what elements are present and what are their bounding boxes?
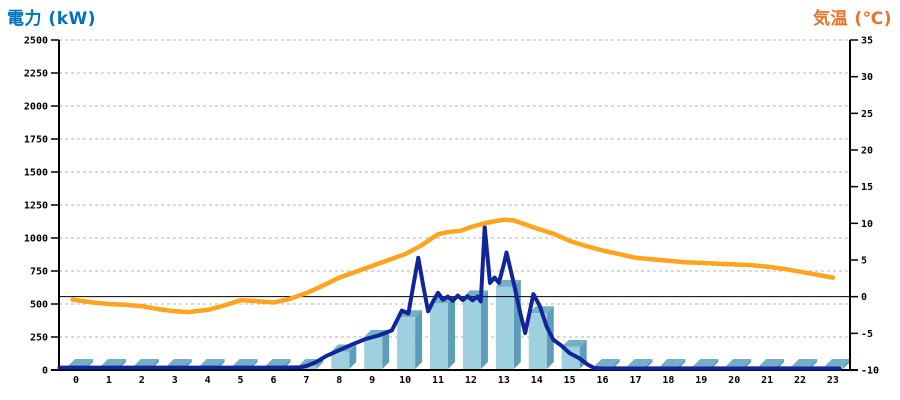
x-axis-tick-label: 11: [432, 375, 444, 386]
bar-face: [166, 359, 192, 367]
right-axis-tick-label: 20: [861, 146, 873, 157]
bar-face: [133, 359, 159, 367]
bar-face: [199, 359, 225, 367]
bar-face: [430, 303, 449, 369]
x-axis-tick-label: 4: [205, 375, 211, 386]
x-axis-tick-label: 17: [629, 375, 641, 386]
left-axis-tick-label: 500: [30, 300, 48, 311]
bar-face: [660, 359, 686, 367]
bar-face: [792, 359, 818, 367]
left-axis-tick-label: 750: [30, 267, 48, 278]
bar-face: [232, 359, 258, 367]
left-axis-tick-label: 2250: [24, 69, 48, 80]
x-axis-tick-label: 19: [695, 375, 707, 386]
x-axis-tick-label: 13: [498, 375, 510, 386]
bar-face: [528, 313, 547, 369]
x-axis-tick-label: 15: [564, 375, 576, 386]
bar-face: [693, 359, 719, 367]
axis-labels: 02505007501000125015001750200022502500-1…: [24, 36, 879, 387]
right-axis-tick-label: 25: [861, 109, 873, 120]
x-axis-tick-label: 14: [531, 375, 543, 386]
bar-face: [726, 359, 752, 367]
bar-face: [448, 296, 456, 369]
x-axis-tick-label: 20: [728, 375, 740, 386]
left-axis-tick-label: 1000: [24, 234, 48, 245]
bar-face: [824, 359, 850, 367]
gridlines: [59, 39, 850, 338]
power-line: [57, 225, 842, 371]
bar-hour-11: [430, 296, 456, 369]
bar-face: [382, 330, 390, 369]
bar-face: [397, 317, 416, 369]
x-axis-tick-label: 6: [270, 375, 276, 386]
bar-hour-12: [462, 290, 488, 369]
x-axis-tick-label: 16: [597, 375, 609, 386]
x-axis-tick-label: 21: [761, 375, 773, 386]
x-axis-tick-label: 3: [172, 375, 178, 386]
right-axis-tick-label: -5: [861, 329, 873, 340]
left-axis-tick-label: 1750: [24, 135, 48, 146]
right-axis-tick-label: 0: [861, 292, 867, 303]
right-axis-tick-label: 35: [861, 36, 873, 47]
x-axis-tick-label: 9: [369, 375, 375, 386]
right-axis-title: 気温 (℃): [812, 9, 892, 29]
x-axis-tick-label: 23: [827, 375, 839, 386]
bar-face: [68, 359, 93, 367]
right-axis-tick-label: 10: [861, 219, 873, 230]
x-axis-tick-label: 5: [238, 375, 244, 386]
x-axis-tick-label: 0: [73, 375, 79, 386]
left-axis-title: 電力 (kW): [7, 9, 97, 29]
bar-face: [842, 359, 850, 369]
bar-face: [495, 286, 514, 369]
x-axis-tick-label: 12: [465, 375, 477, 386]
bar-hour-10: [397, 310, 423, 369]
power-bars: [68, 279, 850, 369]
bar-face: [349, 344, 357, 369]
left-axis-tick-label: 1500: [24, 168, 48, 179]
x-axis-tick-label: 10: [399, 375, 411, 386]
left-axis-tick-label: 1250: [24, 201, 48, 212]
bar-face: [594, 359, 620, 367]
x-axis-tick-label: 7: [303, 375, 309, 386]
bar-face: [331, 351, 350, 369]
bar-face: [759, 359, 785, 367]
bar-face: [316, 359, 324, 369]
left-axis-tick-label: 250: [30, 333, 48, 344]
bar-face: [480, 290, 488, 369]
left-axis-tick-label: 2000: [24, 102, 48, 113]
bar-face: [561, 339, 587, 347]
x-axis-tick-label: 22: [794, 375, 806, 386]
bar-face: [415, 310, 423, 369]
temperature-line: [70, 217, 836, 315]
right-axis-tick-label: 15: [861, 182, 873, 193]
x-axis-tick-label: 18: [662, 375, 674, 386]
bar-face: [627, 359, 653, 367]
bar-face: [100, 359, 126, 367]
right-axis-tick-label: 30: [861, 72, 873, 83]
left-axis-tick-label: 0: [42, 366, 48, 377]
bar-face: [462, 297, 481, 369]
bar-face: [364, 337, 383, 369]
right-axis-tick-label: -10: [861, 366, 879, 377]
right-axis-tick-label: 5: [861, 256, 867, 267]
bar-face: [265, 359, 291, 367]
x-axis-tick-label: 1: [106, 375, 112, 386]
x-axis-tick-label: 2: [139, 375, 145, 386]
x-axis-tick-label: 8: [336, 375, 342, 386]
left-axis-tick-label: 2500: [24, 36, 48, 47]
